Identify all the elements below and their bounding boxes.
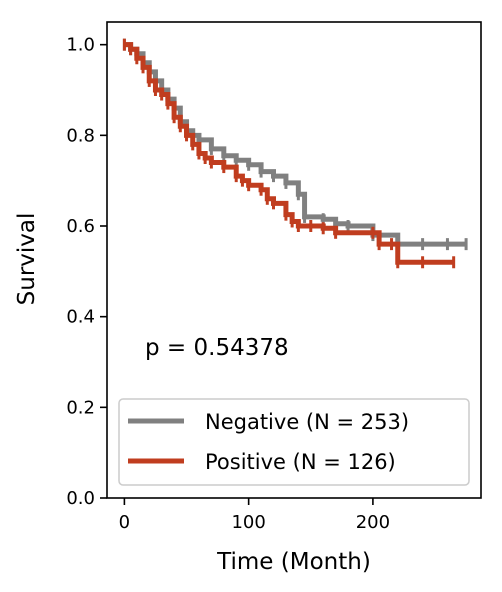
y-tick-label: 0.4 [66, 307, 95, 328]
x-tick-label: 100 [231, 512, 265, 533]
y-tick-label: 0.8 [66, 125, 95, 146]
survival-curve-negative [124, 42, 467, 247]
x-tick-label: 200 [356, 512, 390, 533]
x-tick-label: 0 [119, 512, 130, 533]
plot-area [122, 38, 468, 269]
x-axis-title: Time (Month) [216, 549, 371, 575]
axes: 0 100 200 0.0 0.2 0.4 0.6 0.8 1.0 [66, 21, 482, 533]
survival-curve-positive [124, 42, 454, 265]
legend: Negative (N = 253) Positive (N = 126) [118, 398, 470, 486]
legend-box [118, 398, 470, 486]
y-tick-label: 1.0 [66, 35, 95, 56]
axes-frame [106, 21, 482, 499]
y-axis-title: Survival [14, 213, 40, 306]
y-tick-label: 0.2 [66, 397, 95, 418]
p-value-annotation: p = 0.54378 [145, 335, 289, 361]
y-tick-label: 0.6 [66, 216, 95, 237]
y-tick-label: 0.0 [66, 488, 95, 509]
legend-label-positive: Positive (N = 126) [205, 450, 396, 474]
legend-label-negative: Negative (N = 253) [205, 410, 409, 434]
